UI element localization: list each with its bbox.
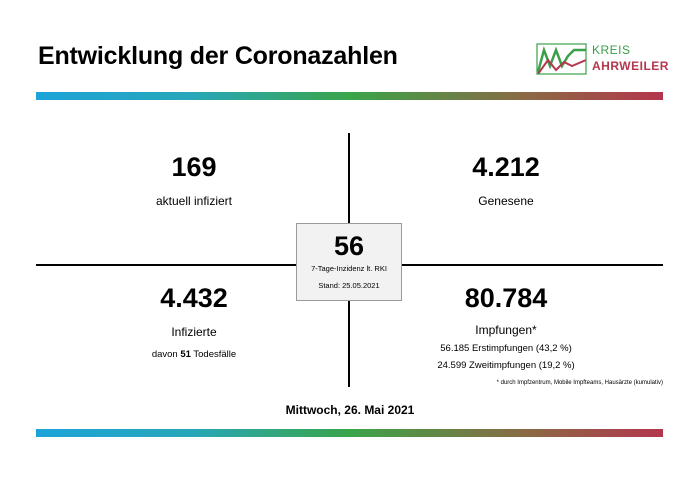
- vaccinations-panel: 80.784 Impfungen* 56.185 Erstimpfungen (…: [376, 283, 636, 371]
- infected-value: 4.432: [160, 283, 228, 313]
- second-vaccinations: 24.599 Zweitimpfungen (19,2 %): [437, 360, 575, 371]
- vaccinations-value: 80.784: [464, 283, 548, 313]
- deaths-prefix: davon: [151, 349, 181, 360]
- recovered-panel: 4.212 Genesene: [376, 152, 636, 208]
- incidence-box: 56 7-Tage-Inzidenz lt. RKI Stand: 25.05.…: [296, 223, 402, 301]
- kreis-ahrweiler-logo: KREIS AHRWEILER: [536, 42, 669, 78]
- vaccinations-label: Impfungen*: [475, 323, 537, 337]
- recovered-value: 4.212: [472, 152, 540, 182]
- recovered-label: Genesene: [478, 194, 534, 208]
- deaths-suffix: Todesfälle: [190, 349, 237, 360]
- incidence-label: 7-Tage-Inzidenz lt. RKI: [311, 264, 387, 273]
- logo-mark-icon: [536, 43, 587, 75]
- deaths-value: 51: [180, 349, 191, 360]
- bottom-accent-bar: [36, 429, 663, 437]
- deaths-line: davon 51 Todesfälle: [64, 349, 324, 360]
- infected-panel: 4.432 Infizierte davon 51 Todesfälle: [64, 283, 324, 360]
- infected-label: Infizierte: [171, 325, 217, 339]
- incidence-date: Stand: 25.05.2021: [318, 281, 380, 290]
- page-title: Entwicklung der Coronazahlen: [38, 42, 398, 70]
- active-cases-label: aktuell infiziert: [155, 194, 233, 208]
- top-accent-bar: [36, 92, 663, 100]
- active-cases-panel: 169 aktuell infiziert: [64, 152, 324, 208]
- report-date: Mittwoch, 26. Mai 2021: [285, 403, 415, 417]
- active-cases-value: 169: [171, 152, 217, 182]
- incidence-value: 56: [333, 231, 365, 261]
- first-vaccinations: 56.185 Erstimpfungen (43,2 %): [440, 343, 572, 354]
- vaccination-footnote: * durch Impfzentrum, Mobile Impfteams, H…: [496, 380, 663, 386]
- logo-text-ahrweiler: AHRWEILER: [592, 59, 669, 73]
- logo-text-kreis: KREIS: [592, 43, 631, 57]
